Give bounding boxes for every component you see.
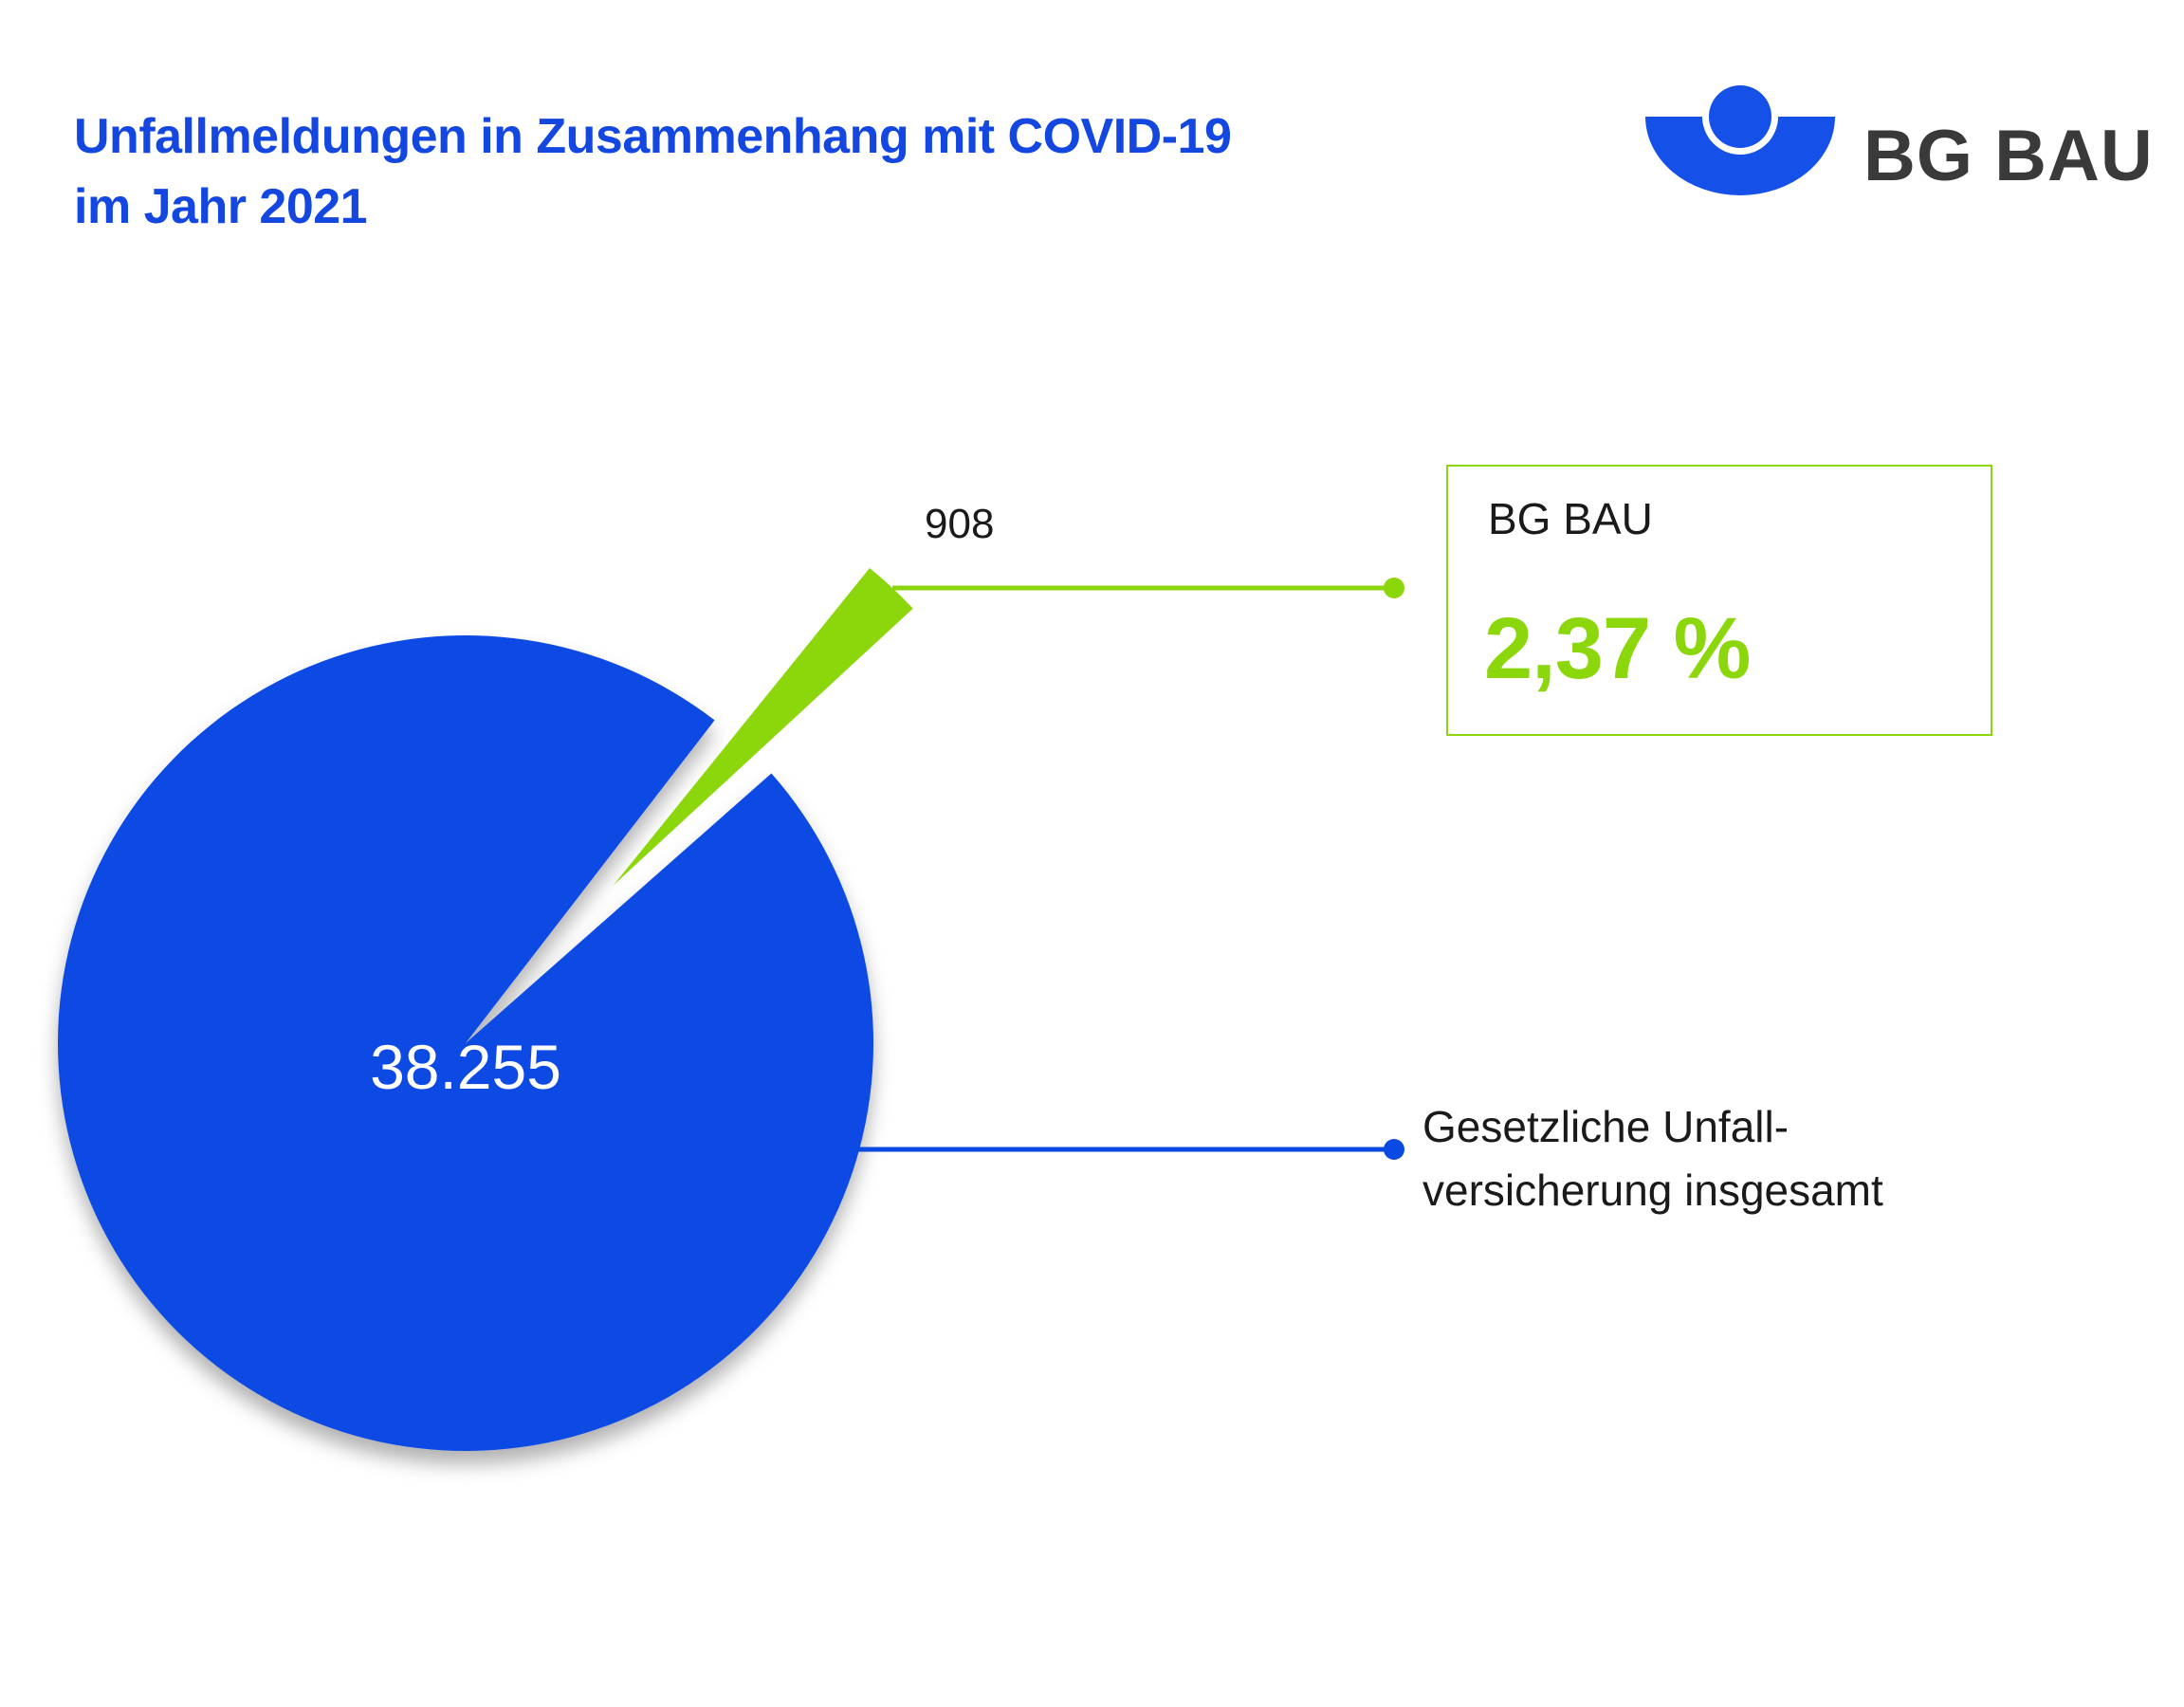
- svg-text:38.255: 38.255: [370, 1032, 561, 1102]
- svg-text:BG BAU: BG BAU: [1863, 116, 2154, 196]
